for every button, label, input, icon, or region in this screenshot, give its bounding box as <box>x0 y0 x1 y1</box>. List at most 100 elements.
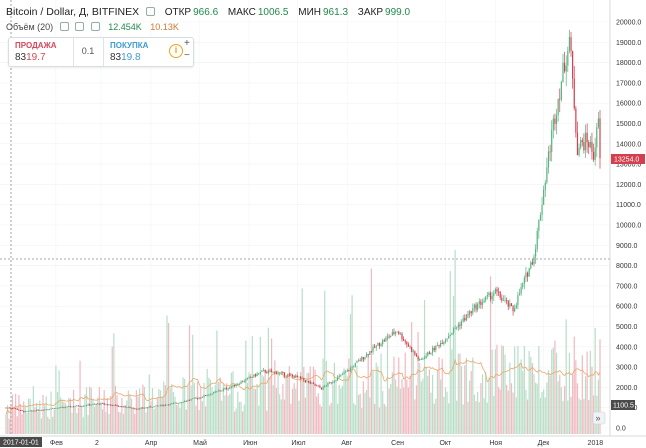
candle-body <box>441 342 443 344</box>
candle-body <box>557 98 559 116</box>
volume-bar <box>126 400 128 434</box>
volume-bar <box>253 388 255 434</box>
volume-bar <box>219 377 221 434</box>
candle-body <box>502 300 505 301</box>
scroll-right-icon: » <box>596 413 601 423</box>
volume-bar <box>415 385 418 434</box>
candle-body <box>126 407 128 409</box>
volume-bar <box>398 357 400 434</box>
volume-bar <box>570 396 572 434</box>
settings-icon[interactable] <box>75 22 85 31</box>
price-tick-label: 15000.0 <box>616 121 641 128</box>
candle-body <box>130 407 133 409</box>
candle-body <box>412 351 414 353</box>
time-axis[interactable]: Фев 2 Апр Май Июн Июл Авг Сен Окт Ноя Дек 2018 <box>50 439 603 447</box>
scroll-to-realtime-button[interactable]: » <box>592 411 606 425</box>
volume-bar <box>506 384 508 434</box>
volume-bar <box>322 358 324 434</box>
volume-bar <box>290 403 292 434</box>
volume-bar <box>174 396 176 434</box>
visibility-icon[interactable] <box>59 22 69 31</box>
candle-body <box>291 375 294 377</box>
volume-bar <box>427 375 429 434</box>
candle-body <box>176 402 178 404</box>
volume-bar <box>135 390 137 434</box>
candle-body <box>370 351 373 353</box>
candle-body <box>367 354 369 355</box>
candle-body <box>139 408 141 410</box>
candle-body <box>111 405 113 406</box>
volume-bar <box>161 396 163 434</box>
candle-body <box>156 405 158 407</box>
volume-bar <box>31 409 33 434</box>
volume-bar <box>586 351 588 434</box>
volume-bar <box>554 340 556 434</box>
volume-bar <box>111 346 113 434</box>
volume-bar <box>530 356 532 434</box>
volume-bar <box>325 360 327 434</box>
candle-body <box>74 406 76 408</box>
candle-body <box>501 297 503 301</box>
volume-bar <box>214 384 216 434</box>
volume-bar <box>433 403 435 434</box>
candle-body <box>208 394 210 396</box>
zoom-in-button[interactable]: + <box>184 38 190 49</box>
candle-body <box>435 345 437 351</box>
settings-icon[interactable] <box>145 7 155 16</box>
price-axis[interactable]: 20000.0 19000.0 18000.0 17000.0 16000.0 15000… <box>616 20 641 433</box>
candle-body <box>271 370 273 373</box>
candle-body <box>364 357 366 360</box>
volume-bar <box>396 386 398 434</box>
volume-bar <box>560 387 562 434</box>
volume-bar <box>206 368 208 434</box>
candle-body <box>411 347 413 352</box>
volume-bar <box>222 384 224 434</box>
candle-body <box>92 404 94 405</box>
volume-bar <box>573 336 575 434</box>
candle-body <box>382 340 384 345</box>
candle-body <box>142 407 144 409</box>
volume-bar <box>208 377 210 434</box>
candle-body <box>205 395 207 396</box>
candle-body <box>222 389 224 391</box>
candle-body <box>327 382 329 386</box>
candle-body <box>48 409 51 411</box>
price-tick-label: 17000.0 <box>616 80 641 87</box>
candle-body <box>428 352 430 355</box>
candle-body <box>465 314 467 321</box>
volume-bar <box>116 395 118 434</box>
candle-body <box>415 354 418 357</box>
candle-body <box>298 376 300 378</box>
symbol-title[interactable]: Bitcoin / Dollar, Д, BITFINEX <box>6 6 140 18</box>
candle-body <box>454 328 456 330</box>
close-icon[interactable] <box>90 22 100 31</box>
volume-bar <box>475 401 477 434</box>
volume-bar <box>122 413 125 434</box>
volume-bar <box>578 398 580 434</box>
volume-bar <box>45 396 47 434</box>
zoom-out-button[interactable]: − <box>184 50 190 61</box>
volume-bar <box>356 365 358 434</box>
candle-body <box>496 289 498 292</box>
candle-body <box>40 410 43 411</box>
sell-button[interactable]: ПРОДАЖА 8319.7 <box>9 38 74 66</box>
candle-body <box>396 331 398 333</box>
candle-body <box>520 287 522 294</box>
volume-label[interactable]: Объём (20) <box>6 22 54 32</box>
candle-body <box>251 377 253 378</box>
volume-bar <box>460 366 463 434</box>
candle-body <box>285 375 287 377</box>
volume-bar <box>148 374 150 434</box>
buy-button[interactable]: ПОКУПКА 8319.8 <box>103 38 164 66</box>
info-icon[interactable]: i <box>169 44 183 58</box>
candle-body <box>167 404 170 406</box>
volume-bar <box>543 389 545 434</box>
candle-body <box>187 399 189 402</box>
volume-bar <box>557 381 559 434</box>
volume-bar <box>594 327 596 434</box>
volume-bar <box>50 391 52 434</box>
candle-body <box>518 293 521 296</box>
candle-body <box>177 403 179 404</box>
candle-body <box>169 403 171 406</box>
